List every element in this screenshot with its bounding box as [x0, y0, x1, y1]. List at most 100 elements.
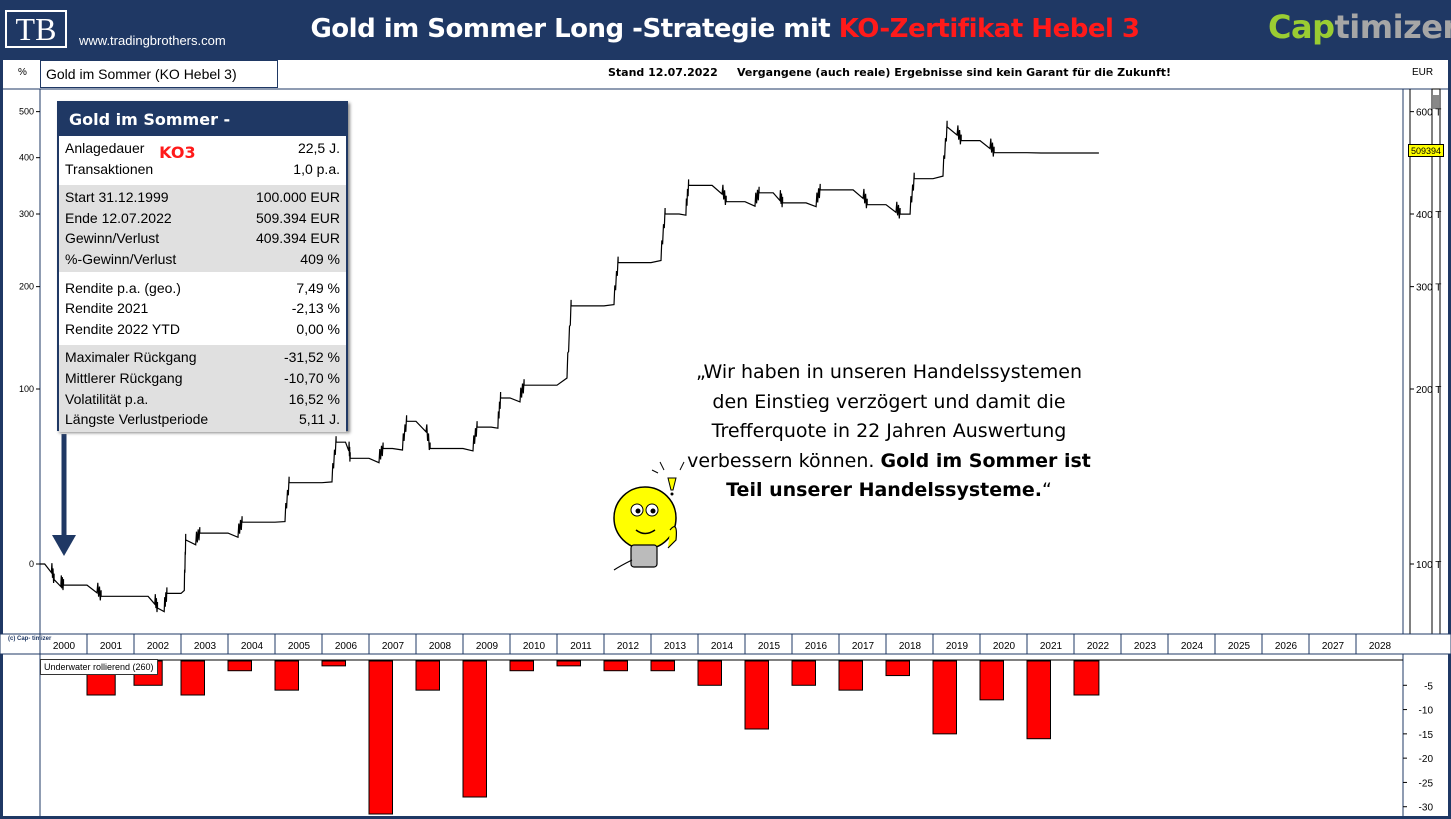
stats-value: 0,00 % — [296, 320, 340, 337]
stats-row: Gewinn/Verlust 409.394 EUR — [59, 228, 346, 249]
scrollbar-track — [1431, 88, 1441, 635]
stats-label: Rendite p.a. (geo.) — [65, 279, 181, 296]
stats-row: Transaktionen 1,0 p.a. — [59, 159, 346, 180]
lightbulb-icon — [613, 461, 685, 571]
right-tick-label: 300 T — [1416, 283, 1441, 294]
underwater-bar — [744, 660, 769, 730]
stats-gap — [59, 341, 346, 346]
underwater-bar — [979, 660, 1004, 701]
stats-value: 409 % — [300, 250, 340, 267]
instrument-name[interactable]: Gold im Sommer (KO Hebel 3) — [40, 60, 278, 88]
start-arrow — [52, 434, 76, 556]
last-value-badge: 509394 — [1408, 144, 1444, 157]
right-tick-label: 200 T — [1416, 385, 1441, 396]
stats-row: Maximaler Rückgang -31,52 % — [59, 347, 346, 368]
year-tick-label: 2021 — [1040, 641, 1063, 652]
underwater-bar — [650, 660, 675, 672]
site-url[interactable]: www.tradingbrothers.com — [79, 33, 226, 48]
stats-row: Mittlerer Rückgang -10,70 % — [59, 368, 346, 389]
idea-ray — [659, 461, 665, 471]
underwater-bar — [838, 660, 863, 691]
year-tick-label: 2028 — [1369, 641, 1392, 652]
stats-value: 7,49 % — [296, 279, 340, 296]
underwater-label: Underwater rollierend (260) — [40, 659, 158, 675]
year-tick-label: 2017 — [852, 641, 875, 652]
underwater-bar — [415, 660, 440, 691]
stats-label: Start 31.12.1999 — [65, 189, 169, 206]
stats-label: Rendite 2021 — [65, 300, 149, 317]
bulb-glass — [613, 486, 677, 550]
brand-rest: timizer — [1334, 8, 1451, 46]
stats-title-tag: KO3 — [159, 143, 196, 162]
stats-value: -2,13 % — [291, 300, 340, 317]
stats-label: Transaktionen — [65, 160, 154, 177]
stats-value: -10,70 % — [283, 369, 340, 386]
left-tick-label: 400 — [19, 153, 34, 163]
stats-row: Rendite 2021 -2,13 % — [59, 298, 346, 319]
year-tick-label: 2006 — [335, 641, 358, 652]
year-axis-band — [0, 633, 1451, 655]
left-unit-label: % — [18, 67, 27, 78]
year-tick-label: 2014 — [711, 641, 734, 652]
bulb-pupil-left — [635, 508, 641, 514]
stats-value: 409.394 EUR — [255, 230, 340, 247]
right-tick-label: 400 T — [1416, 210, 1441, 221]
stats-label: Volatilität p.a. — [65, 390, 149, 407]
left-tick-label: 300 — [19, 209, 34, 219]
bulb-base — [630, 544, 658, 568]
underwater-tick-label: -25 — [1419, 778, 1434, 789]
left-tick-label: 500 — [19, 107, 34, 117]
underwater-tick-label: -15 — [1419, 730, 1434, 741]
stats-label: Gewinn/Verlust — [65, 230, 160, 247]
underwater-bar — [603, 660, 628, 672]
right-tick-label: 100 T — [1416, 560, 1441, 571]
year-tick-label: 2003 — [194, 641, 217, 652]
header-bar: TB www.tradingbrothers.com Gold im Somme… — [0, 0, 1451, 60]
tradingbrothers-logo[interactable]: TB — [5, 10, 67, 48]
underwater-bar — [791, 660, 816, 686]
year-tick-label: 2007 — [382, 641, 405, 652]
year-tick-label: 2027 — [1322, 641, 1345, 652]
bulb-pupil-right — [650, 508, 656, 514]
title-highlight: KO-Zertifikat Hebel 3 — [838, 14, 1140, 44]
underwater-layer — [40, 659, 1403, 815]
underwater-bar — [368, 660, 393, 815]
year-tick-label: 2002 — [147, 641, 170, 652]
stats-row: Anlagedauer 22,5 J. — [59, 138, 346, 159]
stats-label: Anlagedauer — [65, 140, 145, 156]
year-tick-label: 2016 — [805, 641, 828, 652]
stats-value: 22,5 J. — [297, 140, 340, 156]
axis-layer: 2000 2001 2002 2003 2004 2005 2006 2007 2008 2009… — [19, 107, 1441, 814]
underwater-tick-label: -10 — [1419, 706, 1434, 717]
stats-title-text: Gold im Sommer -Strategie — [69, 110, 231, 162]
year-tick-label: 2004 — [241, 641, 264, 652]
year-tick-label: 2011 — [570, 641, 592, 652]
strategy-stats-box: Gold im Sommer -Strategie KO3 Anlagedauer… — [57, 101, 348, 432]
underwater-bar — [932, 660, 957, 735]
year-tick-label: 2001 — [100, 641, 123, 652]
left-tick-label: 100 — [19, 384, 34, 394]
title-main: Gold im Sommer Long -Strategie mit — [310, 14, 839, 44]
stats-gap — [59, 181, 346, 186]
year-tick-label: 2015 — [758, 641, 781, 652]
underwater-bar — [462, 660, 487, 798]
underwater-bar — [885, 660, 910, 677]
stats-value: 5,11 J. — [299, 411, 340, 428]
bulb-hand — [667, 526, 677, 549]
stats-row: Längste Verlustperiode 5,11 J. — [59, 409, 346, 430]
year-tick-label: 2009 — [476, 641, 499, 652]
stats-group: Anlagedauer 22,5 J. Transaktionen 1,0 p.a. — [59, 136, 346, 181]
captimizer-logo: Captimizer — [1268, 8, 1451, 46]
footer-logo: (c) Cap- timizer — [8, 636, 52, 642]
year-tick-label: 2019 — [946, 641, 969, 652]
equity-line — [40, 120, 1099, 613]
equity-curve-layer — [40, 120, 1099, 613]
year-tick-label: 2024 — [1181, 641, 1204, 652]
underwater-bar — [274, 660, 299, 691]
stats-value: -31,52 % — [283, 349, 340, 366]
left-tick-label: 0 — [29, 559, 34, 569]
underwater-bar — [321, 660, 346, 667]
underwater-bar — [180, 660, 205, 696]
chart-grid — [0, 88, 1451, 819]
stats-value: 100.000 EUR — [255, 189, 340, 206]
